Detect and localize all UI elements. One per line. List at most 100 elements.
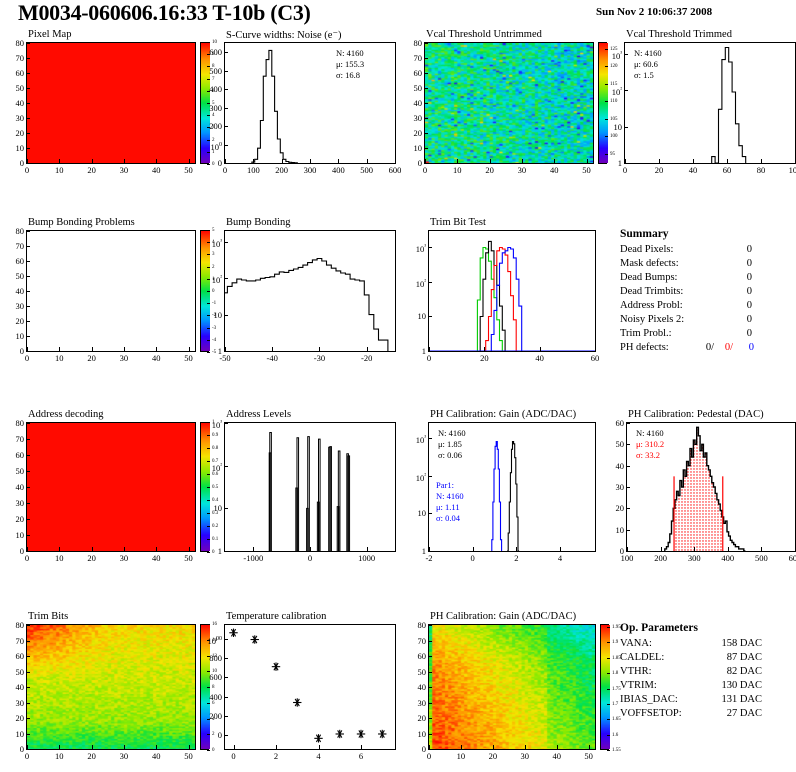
op-parameter-value: 158 DAC xyxy=(721,638,762,649)
stat-mu: μ: 60.6 xyxy=(634,59,658,69)
y-axis-tick xyxy=(224,465,228,467)
plot-graphics xyxy=(429,240,595,351)
op-parameter-label: VTRIM: xyxy=(620,680,657,691)
y-axis-tick-label: 0 xyxy=(19,158,24,168)
colorbar-tick-label: 1.75 xyxy=(612,686,621,692)
colorbar-tick-label: -1 xyxy=(212,301,217,307)
y-axis-tick xyxy=(26,58,30,59)
x-axis-tick xyxy=(727,547,729,551)
colorbar-tick xyxy=(207,448,210,449)
colorbar-tick xyxy=(207,78,210,80)
x-axis-tick-label: 30 xyxy=(517,165,527,175)
stat-sigma: σ: 16.8 xyxy=(336,70,360,80)
stat-sigma: σ: 1.5 xyxy=(634,70,654,80)
colorbar-tick-label: 0.4 xyxy=(212,498,219,503)
y-axis-tick xyxy=(26,519,30,520)
colorbar-tick-label: 5 xyxy=(212,228,215,233)
x-axis-tick-label: 0 xyxy=(470,553,475,563)
y-axis-tick-label: 70 xyxy=(413,53,423,63)
x-axis-tick xyxy=(59,745,61,749)
op-parameter-value: 27 DAC xyxy=(726,708,762,719)
x-axis-tick-label: 100 xyxy=(788,165,796,175)
y-axis-tick xyxy=(624,163,628,164)
x-axis-tick-label: 30 xyxy=(119,165,129,175)
colorbar-tick xyxy=(207,655,210,657)
x-axis-tick xyxy=(233,745,235,749)
colorbar-tick xyxy=(605,101,608,103)
chart-title: S-Curve widths: Noise (e⁻) xyxy=(226,30,342,41)
y-axis-tick xyxy=(26,625,30,626)
x-axis-tick-label: 50 xyxy=(184,553,193,563)
colorbar-tick-label: 0.2 xyxy=(212,524,219,529)
x-axis-tick xyxy=(660,547,662,551)
x-axis-tick xyxy=(361,745,362,749)
colorbar-tick-label: 1.85 xyxy=(612,655,621,661)
x-axis-tick xyxy=(338,159,340,163)
colorbar-tick-label: 12 xyxy=(212,653,217,659)
stat-mu: μ: 310.2 xyxy=(636,439,665,449)
plot-graphics xyxy=(229,628,387,743)
summary-row-value: 0 xyxy=(746,300,752,311)
y-axis-tick xyxy=(26,306,30,307)
ph-defects-v3: 0 xyxy=(748,342,754,353)
x-axis-tick-label: 60 xyxy=(590,353,600,363)
colorbar-gradient xyxy=(201,43,210,163)
plot-area xyxy=(428,624,596,750)
y-axis-tick-label: 0 xyxy=(421,744,426,754)
y-axis-tick-label: 60 xyxy=(15,450,25,460)
stat-mu: μ: 155.3 xyxy=(336,59,365,69)
x-axis-tick-label: 20 xyxy=(87,751,96,761)
summary-row-label: Address Probl: xyxy=(620,300,683,311)
x-axis-tick xyxy=(366,547,368,551)
colorbar-tick xyxy=(207,435,210,436)
y-axis-tick xyxy=(224,163,228,164)
stat-sigma: σ: 0.06 xyxy=(438,450,462,460)
plot-area xyxy=(26,230,196,352)
op-parameter-label: VTHR: xyxy=(620,666,652,677)
y-axis-tick-label: 40 xyxy=(615,460,625,471)
x-axis-tick-label: 10 xyxy=(453,165,462,175)
y-axis-tick xyxy=(26,718,30,719)
y-axis-tick xyxy=(428,475,432,477)
y-axis-tick xyxy=(26,118,30,119)
y-axis-tick-label: 20 xyxy=(15,514,25,524)
colorbar-tick xyxy=(207,303,210,305)
x-axis-tick-label: 2 xyxy=(514,553,519,563)
x-axis-tick xyxy=(395,159,396,163)
y-axis-tick-label: 100 xyxy=(210,141,223,152)
x-axis-tick-label: 10 xyxy=(55,751,64,761)
x-axis-tick-label: 50 xyxy=(184,165,193,175)
y-axis-tick-label: 40 xyxy=(417,682,427,692)
colorbar-tick xyxy=(207,139,210,141)
y-axis-tick-label: 10 xyxy=(615,524,625,535)
x-axis-tick-label: 2 xyxy=(273,751,279,761)
x-axis-tick xyxy=(156,745,158,749)
y-axis-tick-label: 10 xyxy=(15,331,25,341)
y-axis-tick xyxy=(424,148,428,149)
y-axis-tick xyxy=(224,278,228,280)
colorbar-tick-label: 125 xyxy=(610,46,618,52)
colorbar-tick xyxy=(605,66,608,68)
y-axis-tick xyxy=(26,88,30,89)
y-axis-tick xyxy=(26,439,30,440)
y-axis-tick xyxy=(26,671,30,673)
colorbar-tick xyxy=(605,83,608,85)
x-axis-tick xyxy=(472,547,474,551)
chart-title: Bump Bonding xyxy=(226,217,291,228)
x-axis-tick xyxy=(188,159,190,163)
colorbar-tick-label: 110 xyxy=(610,99,618,105)
x-axis-tick xyxy=(694,547,696,551)
colorbar-tick xyxy=(605,153,608,155)
colorbar-tick xyxy=(207,526,210,527)
chart-title: Trim Bit Test xyxy=(430,217,486,228)
y-axis-tick-label: 10³ xyxy=(415,434,426,445)
x-axis-tick xyxy=(123,159,125,163)
stat-N: N: 4160 xyxy=(634,48,662,58)
chart-title: Temperature calibration xyxy=(226,611,327,622)
heatmap-canvas xyxy=(27,423,195,551)
x-axis-tick xyxy=(524,745,526,749)
x-axis-tick-label: 4 xyxy=(557,553,563,563)
chart-panel-address-levels: Address Levels 1 10 10² 10³ -1000 0 1000 xyxy=(200,409,412,570)
x-axis-tick-label: 300 xyxy=(687,553,701,563)
y-axis-tick-label: 20 xyxy=(615,503,625,514)
